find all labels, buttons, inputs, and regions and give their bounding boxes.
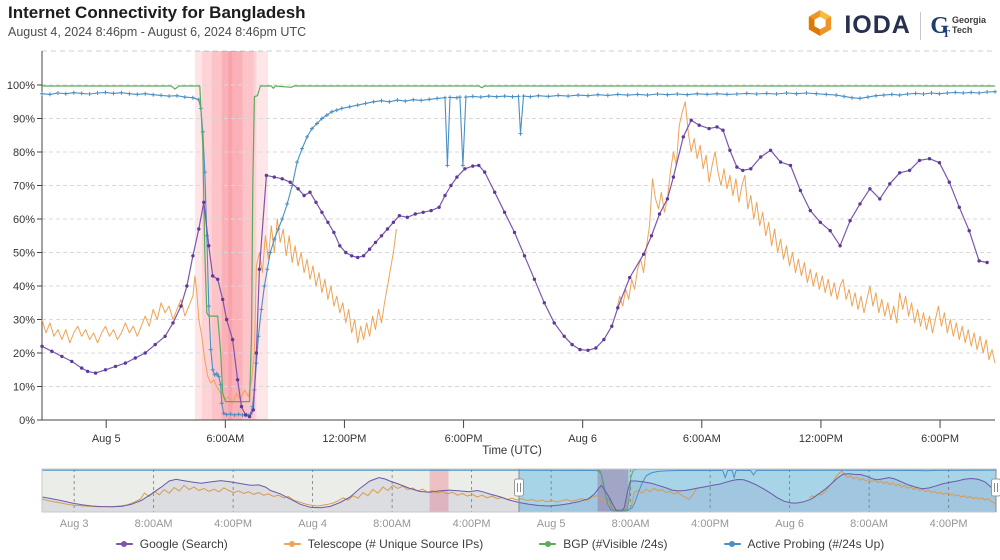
svg-text:4:00PM: 4:00PM (691, 518, 729, 530)
telescope-series-marker-icon (283, 541, 301, 548)
svg-text:Aug 5: Aug 5 (92, 433, 121, 445)
svg-text:Aug 5: Aug 5 (537, 518, 566, 530)
gt-logo-text: Georgia Tech (951, 15, 986, 35)
legend-item-probing[interactable]: Active Probing (#/24s Up) (723, 537, 885, 551)
alert-band (211, 51, 254, 420)
legend-label: Active Probing (#/24s Up) (747, 537, 885, 551)
svg-text:8:00AM: 8:00AM (850, 518, 888, 530)
svg-text:12:00PM: 12:00PM (322, 433, 366, 445)
x-axis-labels: Aug 5 6:00AM 12:00PM 6:00PM Aug 6 6:00AM 12:00… (92, 420, 959, 445)
navigator-selection[interactable] (519, 469, 996, 512)
navigator-series-telescope (41, 470, 997, 511)
navigator-gridlines (73, 469, 950, 512)
series-telescope (41, 101, 996, 404)
gridlines (42, 84, 993, 387)
svg-text:8:00AM: 8:00AM (612, 518, 650, 530)
legend-label: Telescope (# Unique Source IPs) (307, 537, 484, 551)
navigator-area-fill (42, 473, 996, 512)
svg-text:60%: 60% (13, 214, 35, 226)
x-axis-title: Time (UTC) (482, 445, 542, 457)
navigator-handle-right[interactable] (991, 469, 1000, 512)
svg-text:8:00AM: 8:00AM (373, 518, 411, 530)
svg-text:0%: 0% (19, 415, 35, 427)
svg-text:Aug 3: Aug 3 (60, 518, 89, 530)
svg-text:30%: 30% (13, 315, 35, 327)
svg-text:6:00PM: 6:00PM (921, 433, 959, 445)
main-time-series-chart[interactable]: Time (UTC) 0% 10% 20% 30% 40% 50% 60% 70% 80% 90%… (0, 45, 1000, 465)
svg-text:6:00PM: 6:00PM (445, 433, 483, 445)
y-axis-labels: 0% 10% 20% 30% 40% 50% 60% 70% 80% 90% 100% (7, 80, 42, 427)
svg-text:6:00AM: 6:00AM (206, 433, 244, 445)
svg-text:Aug 4: Aug 4 (298, 518, 327, 530)
navigator-series-bgp (42, 468, 996, 511)
bgp-series-marker-icon (539, 541, 557, 548)
svg-text:4:00PM: 4:00PM (214, 518, 252, 530)
legend-item-bgp[interactable]: BGP (#Visible /24s) (539, 537, 668, 551)
google-series-marker-icon (115, 541, 133, 548)
svg-text:Aug 6: Aug 6 (775, 518, 804, 530)
svg-text:100%: 100% (7, 80, 35, 92)
svg-text:4:00PM: 4:00PM (453, 518, 491, 530)
page-title: Internet Connectivity for Bangladesh (8, 3, 306, 22)
svg-text:70%: 70% (13, 181, 35, 193)
series-google (40, 118, 989, 419)
navigator-handle-left[interactable] (514, 469, 524, 512)
series-probing (40, 89, 997, 417)
legend-item-telescope[interactable]: Telescope (# Unique Source IPs) (283, 537, 484, 551)
navigator-series-google (41, 473, 997, 513)
svg-text:10%: 10% (13, 382, 35, 394)
logo-divider (919, 11, 922, 40)
legend-label: BGP (#Visible /24s) (563, 537, 668, 551)
legend-label: Google (Search) (139, 537, 228, 551)
svg-text:8:00AM: 8:00AM (135, 518, 173, 530)
legend-item-google[interactable]: Google (Search) (115, 537, 228, 551)
ioda-hexagon-icon (805, 8, 835, 43)
navigator-tick-labels: Aug 3 8:00AM 4:00PM Aug 4 8:00AM 4:00PM Aug 5 8… (60, 518, 968, 530)
probing-series-marker-icon (723, 541, 741, 548)
svg-text:Aug 6: Aug 6 (568, 433, 597, 445)
svg-text:4:00PM: 4:00PM (930, 518, 968, 530)
date-range-subtitle: August 4, 2024 8:46pm - August 6, 2024 8… (8, 25, 307, 39)
chart-header: Internet Connectivity for Bangladesh Aug… (8, 2, 306, 39)
svg-text:12:00PM: 12:00PM (799, 433, 843, 445)
svg-text:20%: 20% (13, 348, 35, 360)
svg-text:6:00AM: 6:00AM (683, 433, 721, 445)
svg-text:50%: 50% (13, 248, 35, 260)
alert-band (228, 51, 233, 420)
ioda-wordmark: IODA (844, 11, 911, 39)
alert-band (221, 51, 243, 420)
series-bgp (42, 85, 995, 403)
svg-text:80%: 80% (13, 147, 35, 159)
time-range-navigator[interactable]: Aug 3 8:00AM 4:00PM Aug 4 8:00AM 4:00PM Aug 5 8… (0, 465, 1000, 537)
svg-text:90%: 90% (13, 114, 35, 126)
svg-text:40%: 40% (13, 281, 35, 293)
alert-band (201, 51, 257, 420)
chart-legend: Google (Search) Telescope (# Unique Sour… (0, 537, 1000, 551)
